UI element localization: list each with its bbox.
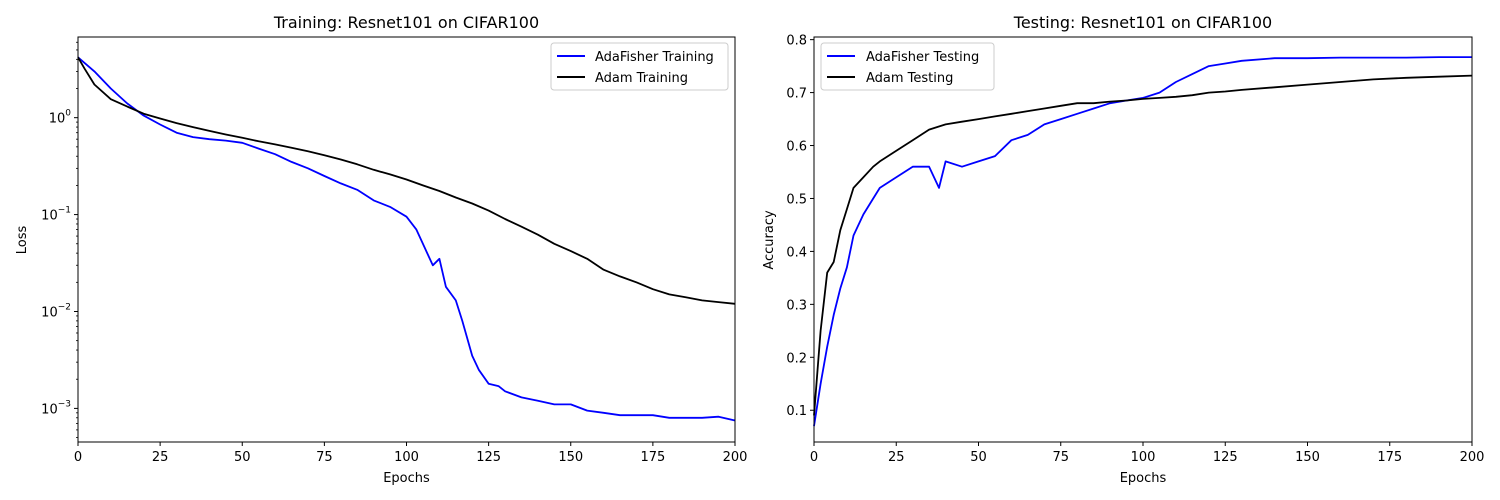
y-tick-label: 0.3 bbox=[786, 298, 807, 313]
y-tick-label: 10−2 bbox=[41, 302, 71, 320]
series-line-adam bbox=[77, 56, 736, 305]
training-legend-label-adafisher: AdaFisher Training bbox=[595, 50, 714, 65]
x-tick-label: 150 bbox=[558, 450, 583, 465]
training-legend-box bbox=[550, 42, 729, 91]
testing-x-ticks: 0 25 50 75 100 125 150 175 200 bbox=[810, 442, 1485, 465]
x-tick-label: 50 bbox=[970, 450, 987, 465]
y-tick-label: 0.2 bbox=[786, 351, 807, 366]
testing-chart-title: Testing: Resnet101 on CIFAR100 bbox=[1013, 13, 1272, 32]
training-series-lines bbox=[77, 56, 736, 422]
series-line-adafisher bbox=[77, 56, 736, 422]
training-legend: AdaFisher Training Adam Training bbox=[550, 42, 729, 91]
x-tick-label: 175 bbox=[640, 450, 665, 465]
x-tick-label: 0 bbox=[810, 450, 818, 465]
testing-legend: AdaFisher Testing Adam Testing bbox=[820, 42, 995, 91]
series-line-adam bbox=[813, 74, 1473, 416]
x-tick-label: 150 bbox=[1295, 450, 1320, 465]
testing-legend-box bbox=[820, 42, 995, 91]
training-chart-title: Training: Resnet101 on CIFAR100 bbox=[273, 13, 539, 32]
x-tick-label: 25 bbox=[888, 450, 905, 465]
testing-y-axis-label: Accuracy bbox=[762, 210, 777, 270]
training-legend-label-adam: Adam Training bbox=[595, 71, 688, 86]
x-tick-label: 75 bbox=[316, 450, 333, 465]
testing-legend-label-adam: Adam Testing bbox=[866, 71, 953, 86]
x-tick-label: 200 bbox=[723, 450, 748, 465]
training-y-axis-label: Loss bbox=[15, 226, 30, 255]
y-tick-label: 100 bbox=[49, 109, 72, 127]
y-tick-label: 0.4 bbox=[786, 245, 807, 260]
x-tick-label: 125 bbox=[1213, 450, 1238, 465]
x-tick-label: 100 bbox=[394, 450, 419, 465]
testing-y-ticks: 0.1 0.2 0.3 0.4 0.5 0.6 0.7 0.8 bbox=[786, 34, 814, 419]
x-tick-label: 50 bbox=[234, 450, 251, 465]
x-tick-label: 100 bbox=[1131, 450, 1156, 465]
x-tick-label: 175 bbox=[1377, 450, 1402, 465]
y-tick-label: 10−1 bbox=[41, 206, 71, 224]
y-tick-label: 0.1 bbox=[786, 404, 807, 419]
series-line-adafisher bbox=[813, 56, 1472, 427]
testing-accuracy-chart: Testing: Resnet101 on CIFAR100 0 25 50 75 10… bbox=[762, 13, 1484, 486]
training-x-ticks: 0 25 50 75 100 125 150 175 200 bbox=[74, 442, 748, 465]
y-tick-label: 0.8 bbox=[786, 34, 807, 49]
y-tick-label: 0.5 bbox=[786, 192, 807, 207]
testing-legend-label-adafisher: AdaFisher Testing bbox=[866, 50, 979, 65]
x-tick-label: 0 bbox=[74, 450, 82, 465]
x-tick-label: 125 bbox=[476, 450, 501, 465]
training-x-axis-label: Epochs bbox=[383, 471, 430, 486]
training-loss-chart: Training: Resnet101 on CIFAR100 0 25 50 75 1… bbox=[15, 13, 747, 486]
x-tick-label: 75 bbox=[1052, 450, 1069, 465]
testing-x-axis-label: Epochs bbox=[1120, 471, 1167, 486]
x-tick-label: 200 bbox=[1460, 450, 1485, 465]
testing-series-lines bbox=[813, 56, 1473, 427]
training-y-ticks: 10−3 10−2 10−1 100 bbox=[41, 41, 78, 438]
x-tick-label: 25 bbox=[152, 450, 169, 465]
y-tick-label: 10−3 bbox=[41, 399, 71, 417]
y-tick-label: 0.6 bbox=[786, 140, 807, 155]
y-tick-label: 0.7 bbox=[786, 87, 807, 102]
training-axes-frame bbox=[77, 36, 736, 443]
